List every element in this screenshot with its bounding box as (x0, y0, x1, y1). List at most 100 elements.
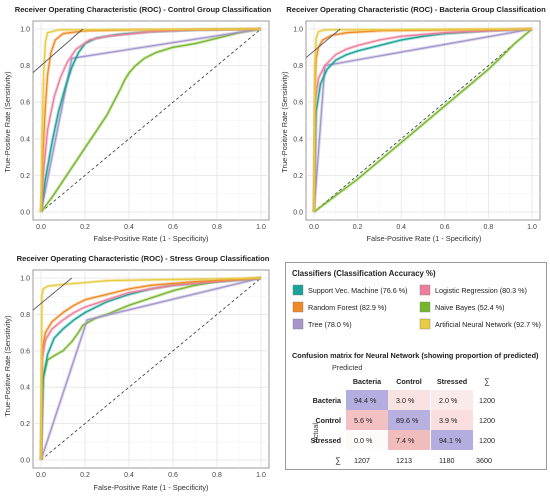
confusion-col-headers: Bacteria Control Stressed ∑ (353, 377, 490, 386)
x-tick-label: 1.0 (256, 224, 266, 231)
y-tick-label: 0.4 (293, 136, 303, 143)
confusion-row-total: 1200 (479, 436, 495, 445)
confusion-col-header: ∑ (484, 377, 490, 386)
youden-tangent-line (33, 28, 84, 74)
y-tick-label: 0.4 (20, 385, 30, 392)
predicted-label: Predicted (332, 363, 362, 372)
y-tick-label: 0.6 (20, 100, 30, 107)
tick-labels: 0.0 0.2 0.4 0.6 0.8 1.0 0.0 0.2 0.4 0.6 0.8 1.0 (20, 27, 266, 232)
confusion-title: Confusion matrix for Neural Network (sho… (292, 351, 539, 360)
x-tick-label: 0.8 (212, 224, 222, 231)
confusion-col-total: 3600 (476, 456, 492, 465)
confusion-sum-label: ∑ (335, 456, 341, 465)
x-tick-label: 0.2 (80, 224, 90, 231)
legend-panel: Classifiers (Classification Accuracy %) … (285, 262, 547, 470)
legend-item-nb: Naive Bayes (52.4 %) (419, 301, 505, 313)
y-axis-label: True-Positive Rate (Sensitivity) (280, 71, 289, 172)
x-tick-label: 1.0 (256, 472, 266, 479)
x-axis-label: False-Positive Rate (1 - Specificity) (367, 234, 482, 243)
legend-item-lr: Logistic Regression (80.3 %) (419, 284, 527, 296)
confusion-col-header: Control (396, 377, 422, 386)
confusion-row-label: Bacteria (313, 396, 342, 405)
y-tick-label: 0.0 (20, 458, 30, 465)
confusion-col-header: Bacteria (353, 377, 382, 386)
confusion-cell-bg (388, 390, 430, 410)
legend-swatch-lr (419, 284, 431, 296)
legend-label: Random Forest (82.9 %) (308, 303, 387, 312)
legend-items: Support Vec. Machine (76.6 %) Logistic Re… (292, 284, 541, 330)
y-tick-label: 0.2 (20, 421, 30, 428)
legend-item-tree: Tree (78.0 %) (292, 318, 352, 330)
x-axis-label: False-Positive Rate (1 - Specificity) (94, 234, 209, 243)
confusion-cell-value: 2.0 % (439, 396, 458, 405)
confusion-row-bacteria: Bacteria 94.4 % 3.0 % 2.0 % 1200 (313, 390, 495, 410)
x-axis-label: False-Positive Rate (1 - Specificity) (94, 483, 209, 492)
legend-title: Classifiers (Classification Accuracy %) (292, 269, 436, 278)
confusion-cell-bg (388, 410, 430, 430)
tick-labels: 0.0 0.2 0.4 0.6 0.8 1.0 0.0 0.2 0.4 0.6 0.8 1.0 (293, 27, 537, 232)
chart-title: Receiver Operating Characteristic (ROC) … (15, 5, 272, 14)
confusion-matrix: Bacteria Control Stressed ∑ Bacteria 94.4 % 3.… (311, 377, 495, 465)
legend-swatch-nb (419, 301, 431, 313)
x-tick-label: 0.0 (36, 472, 46, 479)
legend-swatch-rf (292, 301, 304, 313)
confusion-col-totals: ∑ 1207 1213 1180 3600 (335, 456, 492, 465)
legend-label: Support Vec. Machine (76.6 %) (308, 286, 407, 295)
youden-tangent-line (33, 277, 73, 311)
confusion-col-total: 1213 (396, 456, 412, 465)
roc-curve-nb (313, 28, 533, 213)
x-tick-label: 0.8 (212, 472, 222, 479)
confusion-cell-bg (346, 430, 388, 450)
confusion-col-total: 1207 (354, 456, 370, 465)
roc-curves (33, 276, 262, 461)
y-axis-label: True-Positive Rate (Sensitivity) (3, 315, 12, 416)
legend-label: Naive Bayes (52.4 %) (435, 303, 505, 312)
confusion-row-total: 1200 (479, 416, 495, 425)
roc-curve-ann (40, 28, 262, 213)
legend-label: Artificial Neural Network (92.7 %) (435, 320, 541, 329)
y-tick-label: 0.4 (20, 136, 30, 143)
plot-area (305, 20, 541, 221)
roc-chart-stress: Receiver Operating Characteristic (ROC) … (3, 254, 270, 492)
y-axis-label: True-Positive Rate (Sensitivity) (3, 71, 12, 172)
confusion-row-stressed: Stressed 0.0 % 7.4 % 94.1 % 1200 (311, 430, 495, 450)
y-tick-label: 0.2 (20, 173, 30, 180)
y-tick-label: 0.8 (293, 63, 303, 70)
y-tick-label: 1.0 (20, 27, 30, 34)
confusion-cell-bg (346, 390, 388, 410)
confusion-row-control: Control 5.6 % 89.6 % 3.9 % 1200 (315, 410, 495, 430)
x-tick-label: 0.4 (124, 472, 134, 479)
confusion-cell-bg (431, 410, 473, 430)
roc-curve-rf (40, 277, 262, 461)
roc-curve-nb (40, 28, 262, 213)
y-tick-label: 0.6 (20, 348, 30, 355)
legend-swatch-tree (292, 318, 304, 330)
roc-curve-lr (40, 277, 262, 461)
roc-curve-lr (40, 28, 262, 213)
x-tick-label: 0.6 (440, 224, 450, 231)
chance-diagonal-line (40, 277, 262, 461)
x-tick-label: 0.2 (353, 224, 363, 231)
confusion-col-total: 1180 (439, 456, 454, 465)
confusion-cell-bg (431, 430, 473, 450)
y-tick-label: 0.6 (293, 100, 303, 107)
legend-label: Logistic Regression (80.3 %) (435, 286, 527, 295)
x-tick-label: 0.6 (168, 472, 178, 479)
y-tick-label: 0.2 (293, 173, 303, 180)
roc-curve-rf (40, 28, 262, 213)
legend-label: Tree (78.0 %) (308, 320, 352, 329)
confusion-cell-value: 0.0 % (354, 436, 373, 445)
roc-curve-ann (313, 28, 533, 213)
confusion-cell-value: 3.0 % (396, 396, 415, 405)
x-tick-label: 0.4 (396, 224, 406, 231)
x-tick-label: 0.6 (168, 224, 178, 231)
legend-item-svm: Support Vec. Machine (76.6 %) (292, 284, 407, 296)
chance-diagonal-line (313, 28, 533, 213)
x-tick-label: 0.8 (484, 224, 494, 231)
confusion-col-header: Stressed (437, 377, 467, 386)
confusion-cell-value: 94.1 % (439, 436, 462, 445)
confusion-cell-bg (431, 390, 473, 410)
y-tick-label: 0.0 (20, 210, 30, 217)
gridlines (33, 270, 269, 468)
